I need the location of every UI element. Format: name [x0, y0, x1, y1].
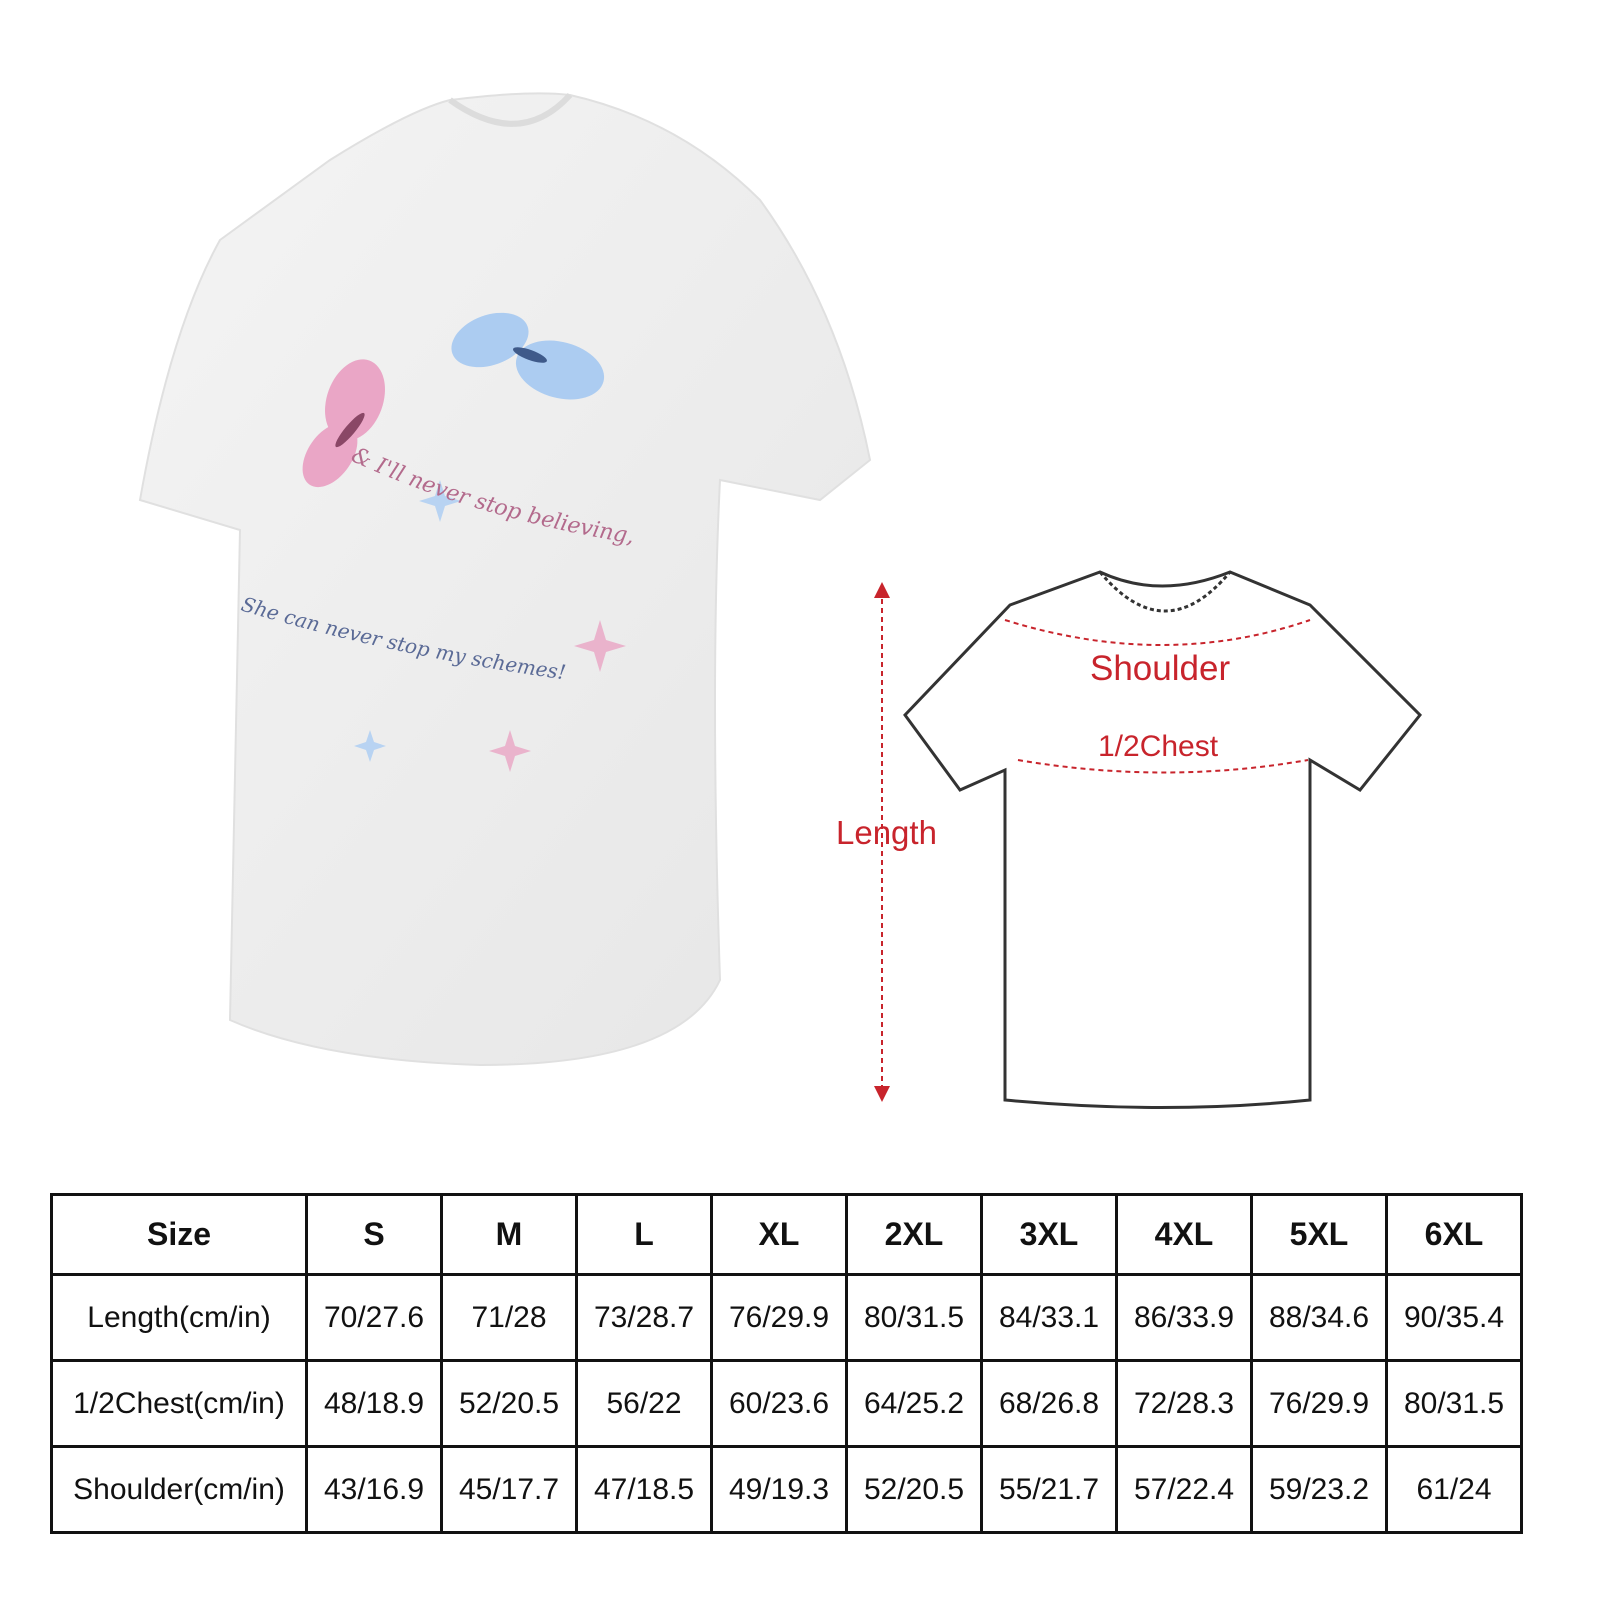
row-label: 1/2Chest(cm/in) — [50, 1359, 308, 1448]
table-cell: 80/31.5 — [1385, 1359, 1523, 1448]
table-cell: 60/23.6 — [710, 1359, 848, 1448]
table-cell: 47/18.5 — [575, 1445, 713, 1534]
table-cell: 88/34.6 — [1250, 1273, 1388, 1362]
table-cell: 73/28.7 — [575, 1273, 713, 1362]
table-cell: 71/28 — [440, 1273, 578, 1362]
table-cell: 2XL — [845, 1193, 983, 1276]
pink-butterfly-icon — [302, 359, 385, 488]
table-cell: XL — [710, 1193, 848, 1276]
table-cell: 56/22 — [575, 1359, 713, 1448]
table-cell: 45/17.7 — [440, 1445, 578, 1534]
table-cell: 48/18.9 — [305, 1359, 443, 1448]
table-cell: L — [575, 1193, 713, 1276]
diagram-shirt-outline — [903, 570, 1423, 1109]
tshirt-product-photo: She can never stop my schemes! & I'll ne… — [138, 92, 872, 1067]
table-cell: 52/20.5 — [440, 1359, 578, 1448]
table-cell: 55/21.7 — [980, 1445, 1118, 1534]
sparkles — [354, 480, 626, 772]
table-cell: 59/23.2 — [1250, 1445, 1388, 1534]
table-cell: 70/27.6 — [305, 1273, 443, 1362]
blue-butterfly-icon — [451, 312, 605, 400]
table-row: 1/2Chest(cm/in) 48/18.9 52/20.5 56/22 60/23.… — [50, 1359, 1523, 1448]
table-row: Shoulder(cm/in) 43/16.9 45/17.7 47/18.5 49/1… — [50, 1445, 1523, 1534]
table-cell: 90/35.4 — [1385, 1273, 1523, 1362]
table-cell: 64/25.2 — [845, 1359, 983, 1448]
shoulder-label: Shoulder — [1090, 649, 1231, 688]
table-cell: 80/31.5 — [845, 1273, 983, 1362]
size-chart-table: Size S M L XL 2XL 3XL 4XL 5XL 6XL Length(cm/in) 70/… — [50, 1193, 1523, 1534]
table-cell: 49/19.3 — [710, 1445, 848, 1534]
row-label: Shoulder(cm/in) — [50, 1445, 308, 1534]
table-cell: 5XL — [1250, 1193, 1388, 1276]
table-cell: 6XL — [1385, 1193, 1523, 1276]
tshirt-body — [138, 92, 872, 1067]
length-label: Length — [836, 814, 937, 851]
table-cell: 4XL — [1115, 1193, 1253, 1276]
table-cell: 3XL — [980, 1193, 1118, 1276]
table-cell: 61/24 — [1385, 1445, 1523, 1534]
table-cell: 76/29.9 — [710, 1273, 848, 1362]
table-header-row: Size S M L XL 2XL 3XL 4XL 5XL 6XL — [50, 1193, 1523, 1276]
tshirt-measurement-diagram — [874, 570, 1423, 1109]
table-cell: 52/20.5 — [845, 1445, 983, 1534]
table-cell: M — [440, 1193, 578, 1276]
table-cell: S — [305, 1193, 443, 1276]
table-cell: 86/33.9 — [1115, 1273, 1253, 1362]
table-cell: 68/26.8 — [980, 1359, 1118, 1448]
table-cell: 72/28.3 — [1115, 1359, 1253, 1448]
table-cell: 76/29.9 — [1250, 1359, 1388, 1448]
table-row: Length(cm/in) 70/27.6 71/28 73/28.7 76/29.9 8… — [50, 1273, 1523, 1362]
table-cell: 43/16.9 — [305, 1445, 443, 1534]
chest-label: 1/2Chest — [1098, 730, 1219, 763]
row-label: Length(cm/in) — [50, 1273, 308, 1362]
table-cell: 84/33.1 — [980, 1273, 1118, 1362]
row-label: Size — [50, 1193, 308, 1276]
table-cell: 57/22.4 — [1115, 1445, 1253, 1534]
